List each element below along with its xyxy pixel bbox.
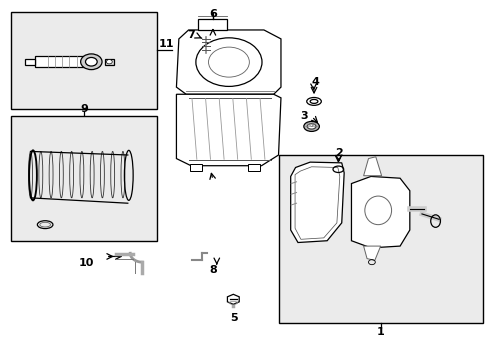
Ellipse shape (306, 124, 315, 129)
Text: 7: 7 (187, 30, 195, 40)
Text: 1: 1 (376, 327, 384, 337)
Text: 2: 2 (335, 148, 343, 158)
Text: 9: 9 (80, 104, 88, 113)
Polygon shape (290, 162, 344, 243)
Circle shape (106, 60, 112, 64)
Polygon shape (176, 30, 281, 94)
Bar (25, 59, 35, 65)
Ellipse shape (306, 98, 321, 105)
Text: 5: 5 (229, 312, 237, 323)
Bar (248, 164, 260, 171)
Bar (278, 155, 482, 323)
Text: 3: 3 (300, 111, 307, 121)
Bar (11, 12, 157, 109)
Text: 4: 4 (311, 77, 319, 87)
Text: 6: 6 (208, 9, 216, 19)
Polygon shape (363, 246, 380, 260)
Bar (35, 56, 84, 67)
Ellipse shape (303, 121, 319, 131)
Text: 8: 8 (209, 265, 217, 275)
Bar (11, 116, 157, 241)
Bar (198, 19, 227, 30)
Bar (190, 164, 201, 171)
Polygon shape (351, 176, 409, 248)
Circle shape (81, 54, 102, 69)
Circle shape (85, 58, 97, 66)
Polygon shape (363, 157, 381, 176)
Text: 11: 11 (159, 39, 174, 49)
Polygon shape (227, 294, 239, 304)
Text: 10: 10 (79, 258, 94, 268)
Polygon shape (176, 94, 281, 166)
Bar (105, 59, 114, 65)
